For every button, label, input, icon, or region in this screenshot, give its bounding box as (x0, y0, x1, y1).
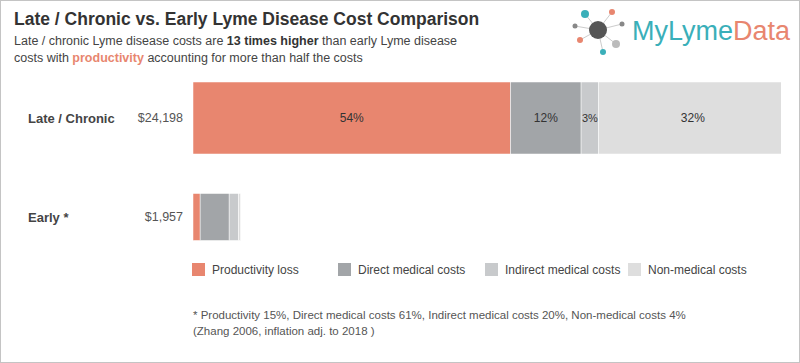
legend-label: Indirect medical costs (505, 263, 620, 277)
subtitle-part: productivity (72, 51, 144, 65)
subtitle-line: Late / chronic Lyme disease costs are 13… (14, 34, 457, 48)
bar-segment (581, 82, 599, 154)
logo-text: MyLymeData (632, 16, 791, 46)
bar-segment (229, 194, 239, 241)
subtitle-line: costs with productivity accounting for m… (14, 51, 363, 65)
logo-part: Data (733, 16, 791, 46)
logo-dot (573, 24, 578, 29)
logo-dot (620, 22, 625, 27)
data-label: 54% (340, 111, 364, 125)
logo-dot (612, 40, 620, 48)
legend-swatch (338, 263, 351, 276)
legend-swatch (628, 263, 641, 276)
subtitle-part: costs with (14, 51, 72, 65)
chart-svg: Late / Chronic vs. Early Lyme Disease Co… (0, 0, 800, 363)
bar-segment (599, 82, 781, 154)
legend-label: Non-medical costs (648, 263, 747, 277)
data-label: 32% (681, 111, 705, 125)
legend: Productivity loss Direct medical costs Ind… (192, 263, 747, 277)
total-label: $24,198 (138, 111, 183, 125)
logo-dot (589, 21, 607, 39)
bar-segment (239, 194, 241, 241)
bar-segment (193, 82, 511, 154)
logo-part: MyLyme (632, 16, 733, 46)
bar-segment (200, 194, 229, 241)
subtitle-part: accounting for more than half the costs (144, 51, 363, 65)
bars (193, 82, 781, 241)
labels: Late / Chronic $24,198 54% 12% 3% 32% Early * $… (28, 111, 705, 225)
category-label: Early * (28, 210, 69, 225)
data-label: 12% (534, 111, 558, 125)
data-label: 3% (582, 112, 598, 124)
logo-dot (600, 49, 606, 55)
chart-container: Late / Chronic vs. Early Lyme Disease Co… (0, 0, 800, 363)
legend-swatch (485, 263, 498, 276)
bar-segment (511, 82, 582, 154)
frame (1, 1, 800, 363)
footnote: (Zhang 2006, inflation adj. to 2018 ) (193, 325, 375, 337)
total-label: $1,957 (145, 210, 183, 224)
logo-dot (609, 9, 615, 15)
subtitle-part: Late / chronic Lyme disease costs are (14, 34, 227, 48)
category-label: Late / Chronic (28, 111, 115, 126)
bar-segment (193, 194, 200, 241)
logo-icon (573, 9, 625, 55)
legend-swatch (192, 263, 205, 276)
logo-dot (581, 10, 589, 18)
footnote: * Productivity 15%, Direct medical costs… (193, 309, 686, 321)
title: Late / Chronic vs. Early Lyme Disease Co… (14, 9, 479, 29)
subtitle-part: 13 times higher (227, 34, 319, 48)
subtitle-part: than early Lyme disease (319, 34, 458, 48)
legend-label: Productivity loss (212, 263, 299, 277)
logo-dot (577, 37, 583, 43)
legend-label: Direct medical costs (358, 263, 465, 277)
